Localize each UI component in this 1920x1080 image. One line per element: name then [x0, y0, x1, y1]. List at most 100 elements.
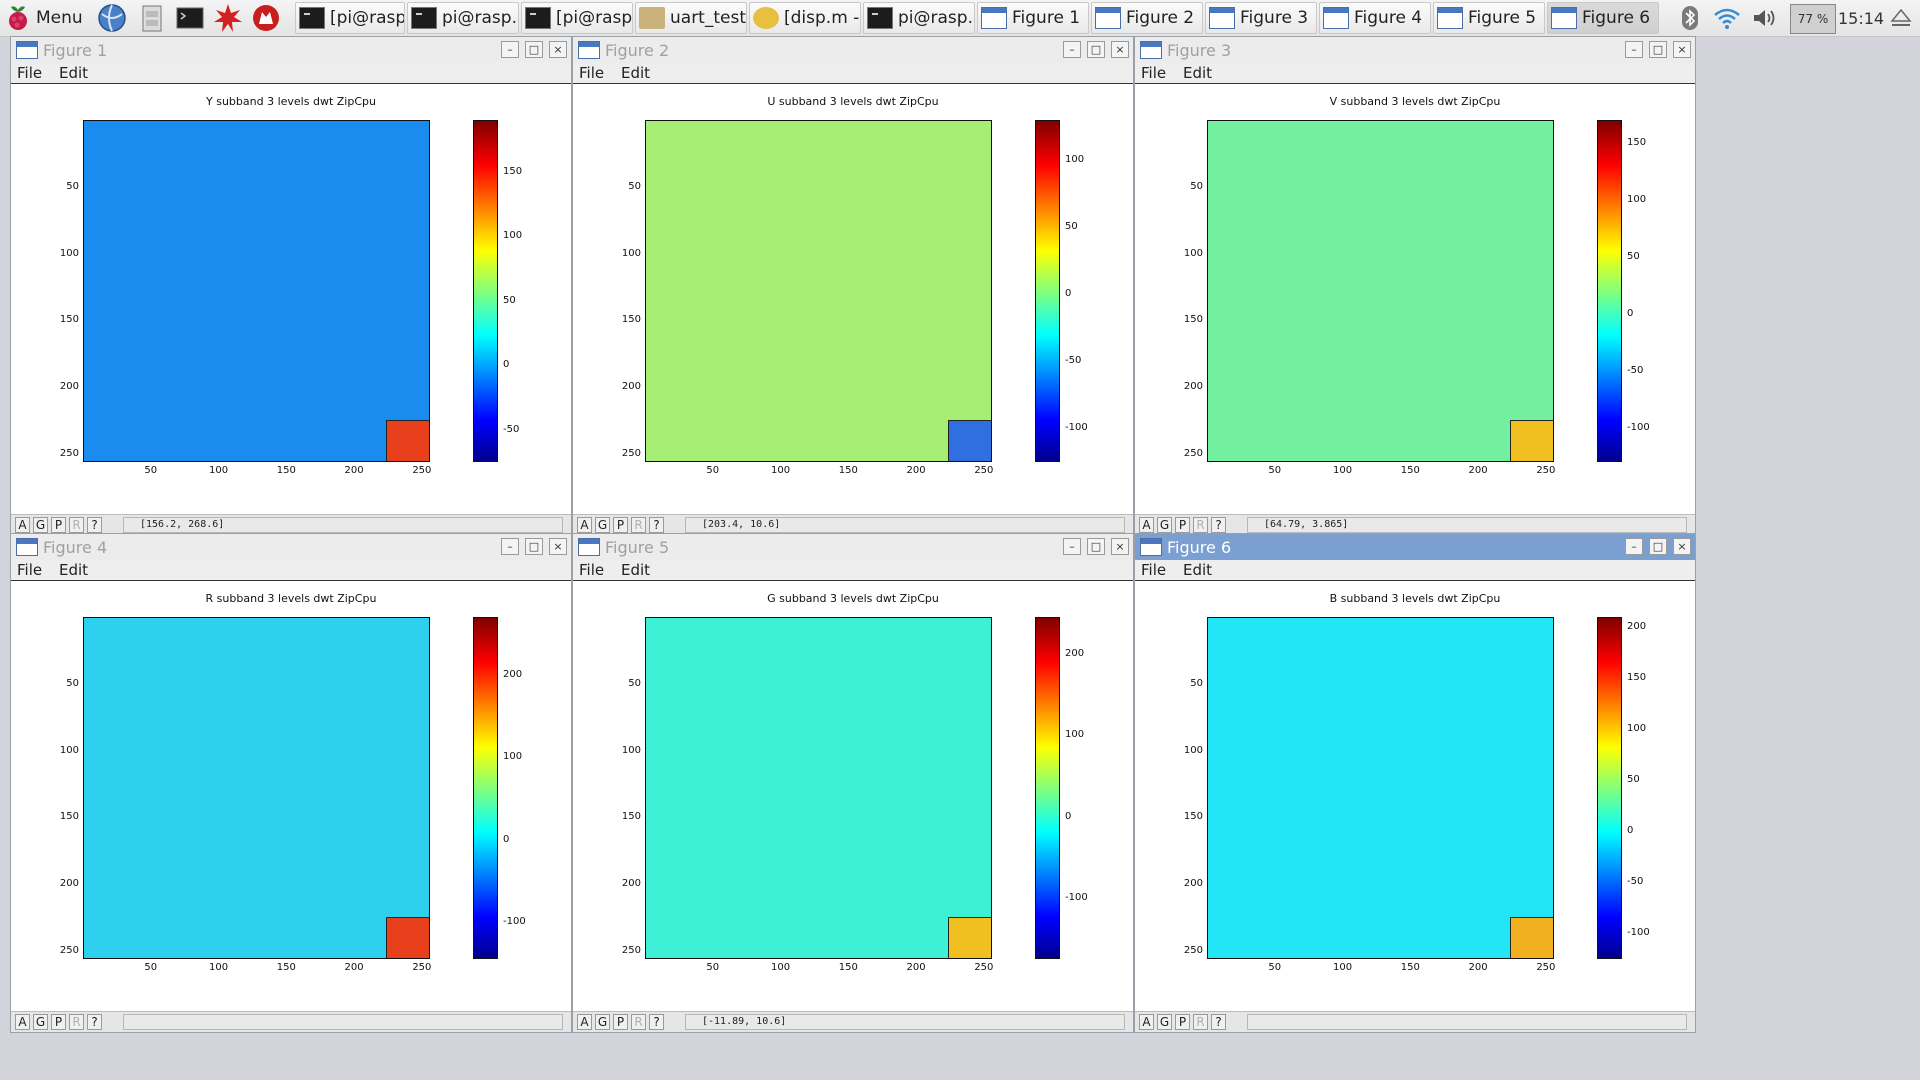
title-bar[interactable]: Figure 4 – □ ×: [11, 534, 571, 561]
close-button[interactable]: ×: [1673, 41, 1691, 58]
title-bar[interactable]: Figure 5 – □ ×: [573, 534, 1133, 561]
file-manager-launcher[interactable]: [136, 2, 168, 34]
grid-button[interactable]: G: [595, 517, 610, 533]
menu-file[interactable]: File: [17, 561, 43, 579]
task-button-3[interactable]: [pi@rasp...: [521, 2, 633, 34]
minimize-button[interactable]: –: [501, 538, 519, 555]
rotate-button[interactable]: R: [631, 1014, 646, 1030]
rotate-button[interactable]: R: [1193, 517, 1208, 533]
task-button-4[interactable]: uart_test...: [635, 2, 747, 34]
minimize-button[interactable]: –: [1063, 41, 1081, 58]
close-button[interactable]: ×: [1673, 538, 1691, 555]
volume-icon[interactable]: [1750, 4, 1780, 32]
minimize-button[interactable]: –: [1625, 538, 1643, 555]
task-button-figure-2[interactable]: Figure 2: [1091, 2, 1203, 34]
minimize-button[interactable]: –: [1625, 41, 1643, 58]
autoscale-button[interactable]: A: [577, 517, 592, 533]
help-button[interactable]: ?: [1211, 1014, 1226, 1030]
help-button[interactable]: ?: [649, 1014, 664, 1030]
title-bar[interactable]: Figure 2 – □ ×: [573, 37, 1133, 64]
figure-window-6[interactable]: Figure 6 – □ × File Edit B subband 3 lev…: [1134, 533, 1696, 1033]
rotate-button[interactable]: R: [69, 1014, 84, 1030]
pan-button[interactable]: P: [613, 1014, 628, 1030]
clock[interactable]: 15:14: [1838, 4, 1884, 32]
menu-edit[interactable]: Edit: [59, 64, 89, 82]
maximize-button[interactable]: □: [525, 538, 543, 555]
task-button-2[interactable]: pi@rasp...: [407, 2, 519, 34]
figure-window-5[interactable]: Figure 5 – □ × File Edit G subband 3 lev…: [572, 533, 1134, 1033]
pan-button[interactable]: P: [1175, 517, 1190, 533]
maximize-button[interactable]: □: [1087, 538, 1105, 555]
heatmap-axes[interactable]: [645, 617, 992, 959]
help-button[interactable]: ?: [87, 517, 102, 533]
menu-edit[interactable]: Edit: [1183, 561, 1213, 579]
heatmap-axes[interactable]: [1207, 120, 1554, 462]
menu-button[interactable]: Menu: [2, 2, 84, 34]
browser-launcher[interactable]: [96, 2, 128, 34]
menu-edit[interactable]: Edit: [621, 561, 651, 579]
help-button[interactable]: ?: [1211, 517, 1226, 533]
heatmap-axes[interactable]: [645, 120, 992, 462]
maximize-button[interactable]: □: [1087, 41, 1105, 58]
task-button-figure-4[interactable]: Figure 4: [1319, 2, 1431, 34]
menu-file[interactable]: File: [1141, 64, 1167, 82]
help-button[interactable]: ?: [649, 517, 664, 533]
close-button[interactable]: ×: [549, 538, 567, 555]
help-button[interactable]: ?: [87, 1014, 102, 1030]
autoscale-button[interactable]: A: [1139, 1014, 1154, 1030]
close-button[interactable]: ×: [1111, 538, 1129, 555]
wolfram-launcher[interactable]: [250, 2, 282, 34]
pan-button[interactable]: P: [613, 517, 628, 533]
title-bar[interactable]: Figure 1 – □ ×: [11, 37, 571, 64]
task-button-figure-5[interactable]: Figure 5: [1433, 2, 1545, 34]
minimize-button[interactable]: –: [1063, 538, 1081, 555]
terminal-launcher[interactable]: [174, 2, 206, 34]
close-button[interactable]: ×: [549, 41, 567, 58]
pan-button[interactable]: P: [1175, 1014, 1190, 1030]
rotate-button[interactable]: R: [631, 517, 646, 533]
autoscale-button[interactable]: A: [15, 517, 30, 533]
maximize-button[interactable]: □: [1649, 538, 1667, 555]
figure-window-4[interactable]: Figure 4 – □ × File Edit R subband 3 lev…: [10, 533, 572, 1033]
figure-window-1[interactable]: Figure 1 – □ × File Edit Y subband 3 lev…: [10, 36, 572, 536]
figure-window-3[interactable]: Figure 3 – □ × File Edit V subband 3 lev…: [1134, 36, 1696, 536]
menu-edit[interactable]: Edit: [59, 561, 89, 579]
autoscale-button[interactable]: A: [15, 1014, 30, 1030]
maximize-button[interactable]: □: [525, 41, 543, 58]
maximize-button[interactable]: □: [1649, 41, 1667, 58]
menu-file[interactable]: File: [1141, 561, 1167, 579]
task-button-1[interactable]: [pi@rasp...: [295, 2, 405, 34]
autoscale-button[interactable]: A: [577, 1014, 592, 1030]
task-button-figure-1[interactable]: Figure 1: [977, 2, 1089, 34]
title-bar[interactable]: Figure 3 – □ ×: [1135, 37, 1695, 64]
task-button-5[interactable]: [disp.m - ...: [749, 2, 861, 34]
pan-button[interactable]: P: [51, 1014, 66, 1030]
eject-icon[interactable]: [1888, 4, 1914, 32]
cpu-monitor[interactable]: 77 %: [1790, 4, 1836, 34]
menu-file[interactable]: File: [17, 64, 43, 82]
grid-button[interactable]: G: [33, 517, 48, 533]
math-kernel-launcher[interactable]: [212, 2, 244, 34]
heatmap-axes[interactable]: [83, 120, 430, 462]
figure-window-2[interactable]: Figure 2 – □ × File Edit U subband 3 lev…: [572, 36, 1134, 536]
grid-button[interactable]: G: [1157, 1014, 1172, 1030]
pan-button[interactable]: P: [51, 517, 66, 533]
task-button-figure-3[interactable]: Figure 3: [1205, 2, 1317, 34]
heatmap-axes[interactable]: [83, 617, 430, 959]
grid-button[interactable]: G: [595, 1014, 610, 1030]
grid-button[interactable]: G: [33, 1014, 48, 1030]
wifi-icon[interactable]: [1712, 4, 1742, 32]
minimize-button[interactable]: –: [501, 41, 519, 58]
rotate-button[interactable]: R: [1193, 1014, 1208, 1030]
bluetooth-icon[interactable]: [1678, 4, 1702, 32]
task-button-6[interactable]: pi@rasp...: [863, 2, 975, 34]
menu-edit[interactable]: Edit: [1183, 64, 1213, 82]
title-bar[interactable]: Figure 6 – □ ×: [1135, 534, 1695, 561]
rotate-button[interactable]: R: [69, 517, 84, 533]
menu-file[interactable]: File: [579, 561, 605, 579]
grid-button[interactable]: G: [1157, 517, 1172, 533]
close-button[interactable]: ×: [1111, 41, 1129, 58]
menu-file[interactable]: File: [579, 64, 605, 82]
menu-edit[interactable]: Edit: [621, 64, 651, 82]
task-button-figure-6[interactable]: Figure 6: [1547, 2, 1659, 34]
